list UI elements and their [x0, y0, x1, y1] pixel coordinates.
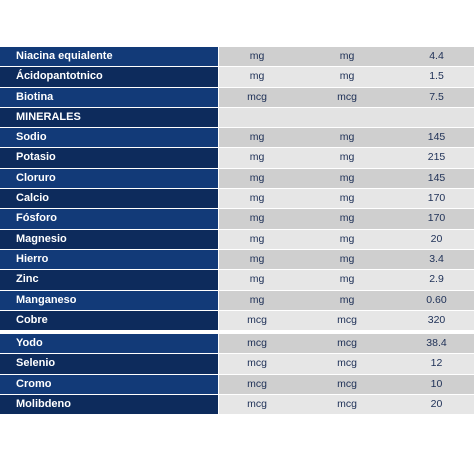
table-row: Ácidopantotnico mg mg 1.5	[0, 67, 474, 88]
unit-cell: mcg	[219, 374, 295, 395]
unit-cell: mg	[295, 229, 399, 249]
table-row: Hierro mg mg 3.4	[0, 249, 474, 271]
value-cell: 7.5	[399, 87, 474, 107]
value-cell: 170	[399, 209, 474, 229]
value-cell: 10	[399, 374, 474, 395]
unit-cell: mcg	[219, 395, 295, 415]
unit-cell: mg	[295, 249, 399, 270]
table-row: Biotina mcg mcg 7.5	[0, 87, 474, 108]
table-row: Calcio mg mg 170	[0, 189, 474, 210]
nutrient-name: Hierro	[0, 249, 219, 270]
unit-cell: mg	[219, 270, 295, 290]
value-cell: 12	[399, 354, 474, 374]
nutrition-table: Niacina equialente mg mg 4.4 Ácidopantot…	[0, 47, 474, 416]
value-cell: 20	[399, 229, 474, 249]
table-row: Fósforo mg mg 170	[0, 209, 474, 230]
value-cell: 320	[399, 310, 474, 331]
nutrient-name: Cromo	[0, 374, 219, 395]
unit-cell: mg	[219, 168, 295, 189]
unit-cell: mg	[295, 67, 399, 87]
value-cell: 2.9	[399, 270, 474, 290]
unit-cell: mcg	[219, 334, 295, 354]
table-row: Molibdeno mcg mcg 20	[0, 395, 474, 416]
section-header-row: MINERALES	[0, 107, 474, 129]
nutrient-name: Ácidopantotnico	[0, 67, 219, 87]
nutrient-name: Yodo	[0, 334, 219, 354]
unit-cell: mg	[295, 47, 399, 67]
unit-cell: mcg	[295, 354, 399, 374]
unit-cell: mcg	[295, 87, 399, 107]
unit-cell: mg	[219, 229, 295, 249]
unit-cell: mg	[295, 290, 399, 310]
unit-cell: mg	[295, 209, 399, 229]
nutrient-name: Zinc	[0, 270, 219, 290]
unit-cell	[219, 107, 295, 128]
section-title: MINERALES	[0, 107, 219, 128]
unit-cell: mcg	[295, 374, 399, 395]
table-row: Selenio mcg mcg 12	[0, 354, 474, 375]
unit-cell: mg	[295, 189, 399, 209]
value-cell	[399, 107, 474, 128]
table-row: Cobre mcg mcg 320	[0, 310, 474, 332]
unit-cell: mg	[295, 270, 399, 290]
unit-cell: mg	[219, 148, 295, 168]
value-cell: 4.4	[399, 47, 474, 67]
nutrient-name: Niacina equialente	[0, 47, 219, 67]
unit-cell: mg	[219, 128, 295, 148]
unit-cell	[295, 107, 399, 128]
nutrient-name: Manganeso	[0, 290, 219, 310]
value-cell: 1.5	[399, 67, 474, 87]
table-row: Zinc mg mg 2.9	[0, 270, 474, 291]
value-cell: 20	[399, 395, 474, 415]
unit-cell: mg	[219, 249, 295, 270]
table-row: Cromo mcg mcg 10	[0, 374, 474, 396]
unit-cell: mg	[219, 47, 295, 67]
unit-cell: mg	[219, 67, 295, 87]
nutrient-name: Molibdeno	[0, 395, 219, 415]
table-row: Manganeso mg mg 0.60	[0, 290, 474, 311]
nutrient-name: Calcio	[0, 189, 219, 209]
value-cell: 215	[399, 148, 474, 168]
value-cell: 170	[399, 189, 474, 209]
unit-cell: mcg	[295, 334, 399, 354]
unit-cell: mcg	[219, 87, 295, 107]
unit-cell: mg	[219, 209, 295, 229]
unit-cell: mg	[295, 128, 399, 148]
unit-cell: mg	[295, 148, 399, 168]
value-cell: 0.60	[399, 290, 474, 310]
nutrient-name: Cobre	[0, 310, 219, 331]
table-row: Sodio mg mg 145	[0, 128, 474, 149]
table-row: Potasio mg mg 215	[0, 148, 474, 169]
table-row: Cloruro mg mg 145	[0, 168, 474, 190]
unit-cell: mg	[295, 168, 399, 189]
nutrient-name: Cloruro	[0, 168, 219, 189]
table-row: Magnesio mg mg 20	[0, 229, 474, 250]
nutrient-name: Sodio	[0, 128, 219, 148]
unit-cell: mcg	[295, 310, 399, 331]
unit-cell: mg	[219, 189, 295, 209]
nutrient-name: Potasio	[0, 148, 219, 168]
unit-cell: mcg	[295, 395, 399, 415]
table-row: Yodo mcg mcg 38.4	[0, 334, 474, 355]
value-cell: 145	[399, 128, 474, 148]
value-cell: 145	[399, 168, 474, 189]
unit-cell: mcg	[219, 354, 295, 374]
value-cell: 38.4	[399, 334, 474, 354]
unit-cell: mg	[219, 290, 295, 310]
nutrient-name: Fósforo	[0, 209, 219, 229]
value-cell: 3.4	[399, 249, 474, 270]
nutrient-name: Selenio	[0, 354, 219, 374]
unit-cell: mcg	[219, 310, 295, 331]
nutrient-name: Magnesio	[0, 229, 219, 249]
table-row: Niacina equialente mg mg 4.4	[0, 47, 474, 68]
nutrient-name: Biotina	[0, 87, 219, 107]
